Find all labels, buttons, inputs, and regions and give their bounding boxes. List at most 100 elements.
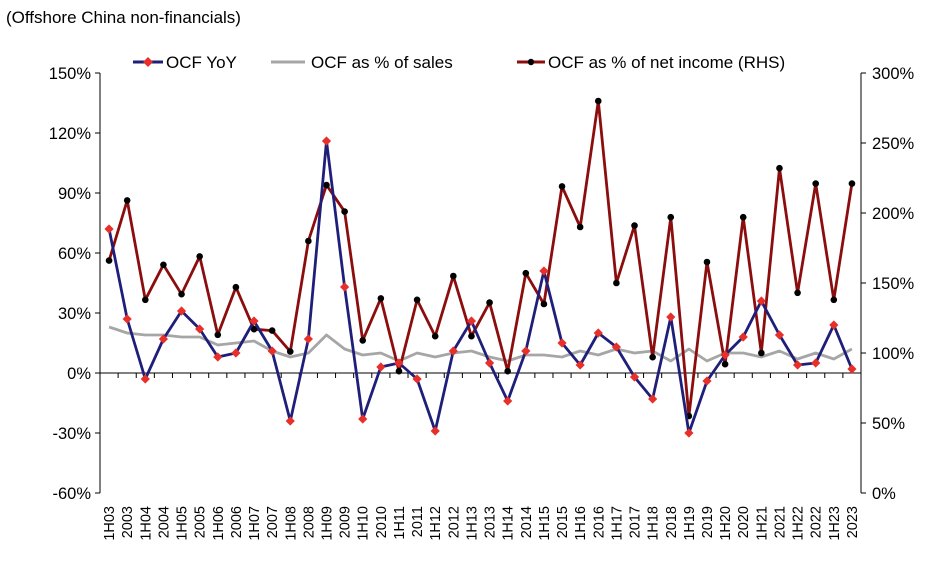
series-2-point [268, 327, 276, 334]
x-tick-label: 1H19 [682, 506, 698, 541]
x-tick-label: 2005 [193, 506, 209, 538]
left-tick-label: 90% [58, 185, 91, 203]
series-0-point [267, 346, 277, 356]
series-2-point [450, 272, 457, 280]
series-2-point [105, 257, 113, 264]
legend: OCF YoY OCF as % of sales OCF as % of ne… [133, 53, 785, 72]
series-2-point [522, 269, 530, 277]
series-0-point [575, 360, 585, 370]
series-0-point [847, 364, 857, 374]
x-tick-label: 2011 [410, 506, 426, 537]
x-tick-label: 1H05 [175, 506, 191, 541]
x-tick-label: 2004 [156, 506, 172, 538]
right-tick-label: 0% [872, 485, 896, 503]
series-0-point [738, 332, 748, 342]
right-tick-label: 150% [872, 275, 915, 293]
series-2-point [504, 367, 511, 375]
series-2-point [359, 337, 367, 344]
series-2-point [776, 164, 783, 172]
series-2-point [830, 296, 838, 304]
series-2-point [323, 181, 330, 189]
x-tick-label: 1H06 [211, 506, 227, 541]
series-2-point [377, 295, 385, 302]
series-2-point [848, 180, 856, 187]
x-tick-label: 1H10 [356, 506, 372, 541]
legend-label-ocf-net-income: OCF as % of net income (RHS) [548, 53, 785, 72]
series-2-point [232, 283, 240, 291]
x-tick-label: 2006 [229, 506, 245, 538]
x-tick-label: 2014 [519, 506, 535, 538]
series-0-point [249, 316, 259, 326]
series-2-point [739, 213, 747, 221]
series-2-point [558, 183, 566, 190]
series-2-point [667, 213, 675, 221]
series-2-point [703, 258, 711, 266]
legend-item-ocf-net-income[interactable]: OCF as % of net income (RHS) [517, 53, 785, 72]
x-tick-label: 2015 [555, 506, 571, 538]
left-tick-label: 120% [49, 125, 92, 143]
x-tick-label: 1H21 [754, 506, 770, 541]
series-0-point [702, 376, 712, 386]
x-tick-label: 2012 [446, 506, 462, 538]
left-tick-label: 30% [58, 305, 91, 323]
right-tick-label: 250% [872, 135, 915, 153]
series-0-point [122, 314, 132, 324]
legend-item-ocf-yoy[interactable]: OCF YoY [133, 53, 237, 72]
x-tick-label: 2017 [628, 506, 644, 538]
series-2-point [540, 300, 548, 308]
right-tick-label: 100% [872, 345, 915, 363]
series-2-point [141, 296, 149, 304]
series-2-point [341, 208, 348, 215]
series-0-point [684, 428, 694, 438]
series-0-point [756, 296, 766, 306]
series-0-point [140, 374, 150, 384]
series-2-point [486, 299, 493, 306]
series-0-point [593, 328, 603, 338]
series-0-point [792, 360, 803, 370]
right-tick-label: 200% [872, 205, 915, 223]
series-0-point [466, 316, 477, 326]
series-0-point [629, 372, 640, 382]
series-0-point [321, 136, 332, 146]
x-tick-label: 2020 [736, 506, 752, 538]
legend-marker-ocf-yoy [143, 57, 153, 67]
left-tick-label: 60% [58, 245, 91, 263]
x-tick-label: 2010 [374, 506, 390, 538]
series-0-point [158, 334, 169, 344]
series-2-line [107, 99, 854, 418]
series-0-point [412, 374, 422, 384]
series-0-point [376, 362, 386, 372]
series-2-point [286, 348, 294, 355]
series-2-point [395, 367, 403, 375]
series-0-point [484, 358, 495, 368]
series-0-point [195, 324, 205, 334]
legend-item-ocf-sales[interactable]: OCF as % of sales [271, 53, 453, 72]
series-2-point [594, 97, 602, 105]
series-2-point [649, 353, 656, 361]
x-tick-label: 1H17 [609, 506, 625, 541]
legend-label-ocf-sales: OCF as % of sales [311, 53, 453, 72]
series-0-point [521, 346, 531, 356]
series-2-point [576, 223, 584, 231]
x-tick-label: 1H15 [537, 506, 553, 541]
series-0-point [611, 342, 621, 352]
series-0-point [539, 266, 549, 276]
series-0-point [557, 338, 567, 348]
x-tick-label: 1H18 [646, 506, 662, 541]
series-2-point [160, 261, 167, 269]
series-0-point [720, 350, 730, 360]
series-0-point [340, 282, 350, 292]
series-0-point [303, 334, 313, 344]
series-0-line [107, 139, 854, 435]
series-0-point [811, 358, 821, 368]
legend-label-ocf-yoy: OCF YoY [166, 53, 237, 72]
x-tick-label: 2008 [301, 506, 317, 538]
series-2-point [631, 222, 638, 229]
x-tick-label: 1H04 [138, 506, 154, 541]
x-tick-label: 1H13 [464, 506, 480, 541]
series-2-point [250, 325, 258, 333]
x-tick-label: 2019 [700, 506, 716, 538]
series-0-point [213, 352, 223, 362]
series-0-point [430, 426, 440, 436]
